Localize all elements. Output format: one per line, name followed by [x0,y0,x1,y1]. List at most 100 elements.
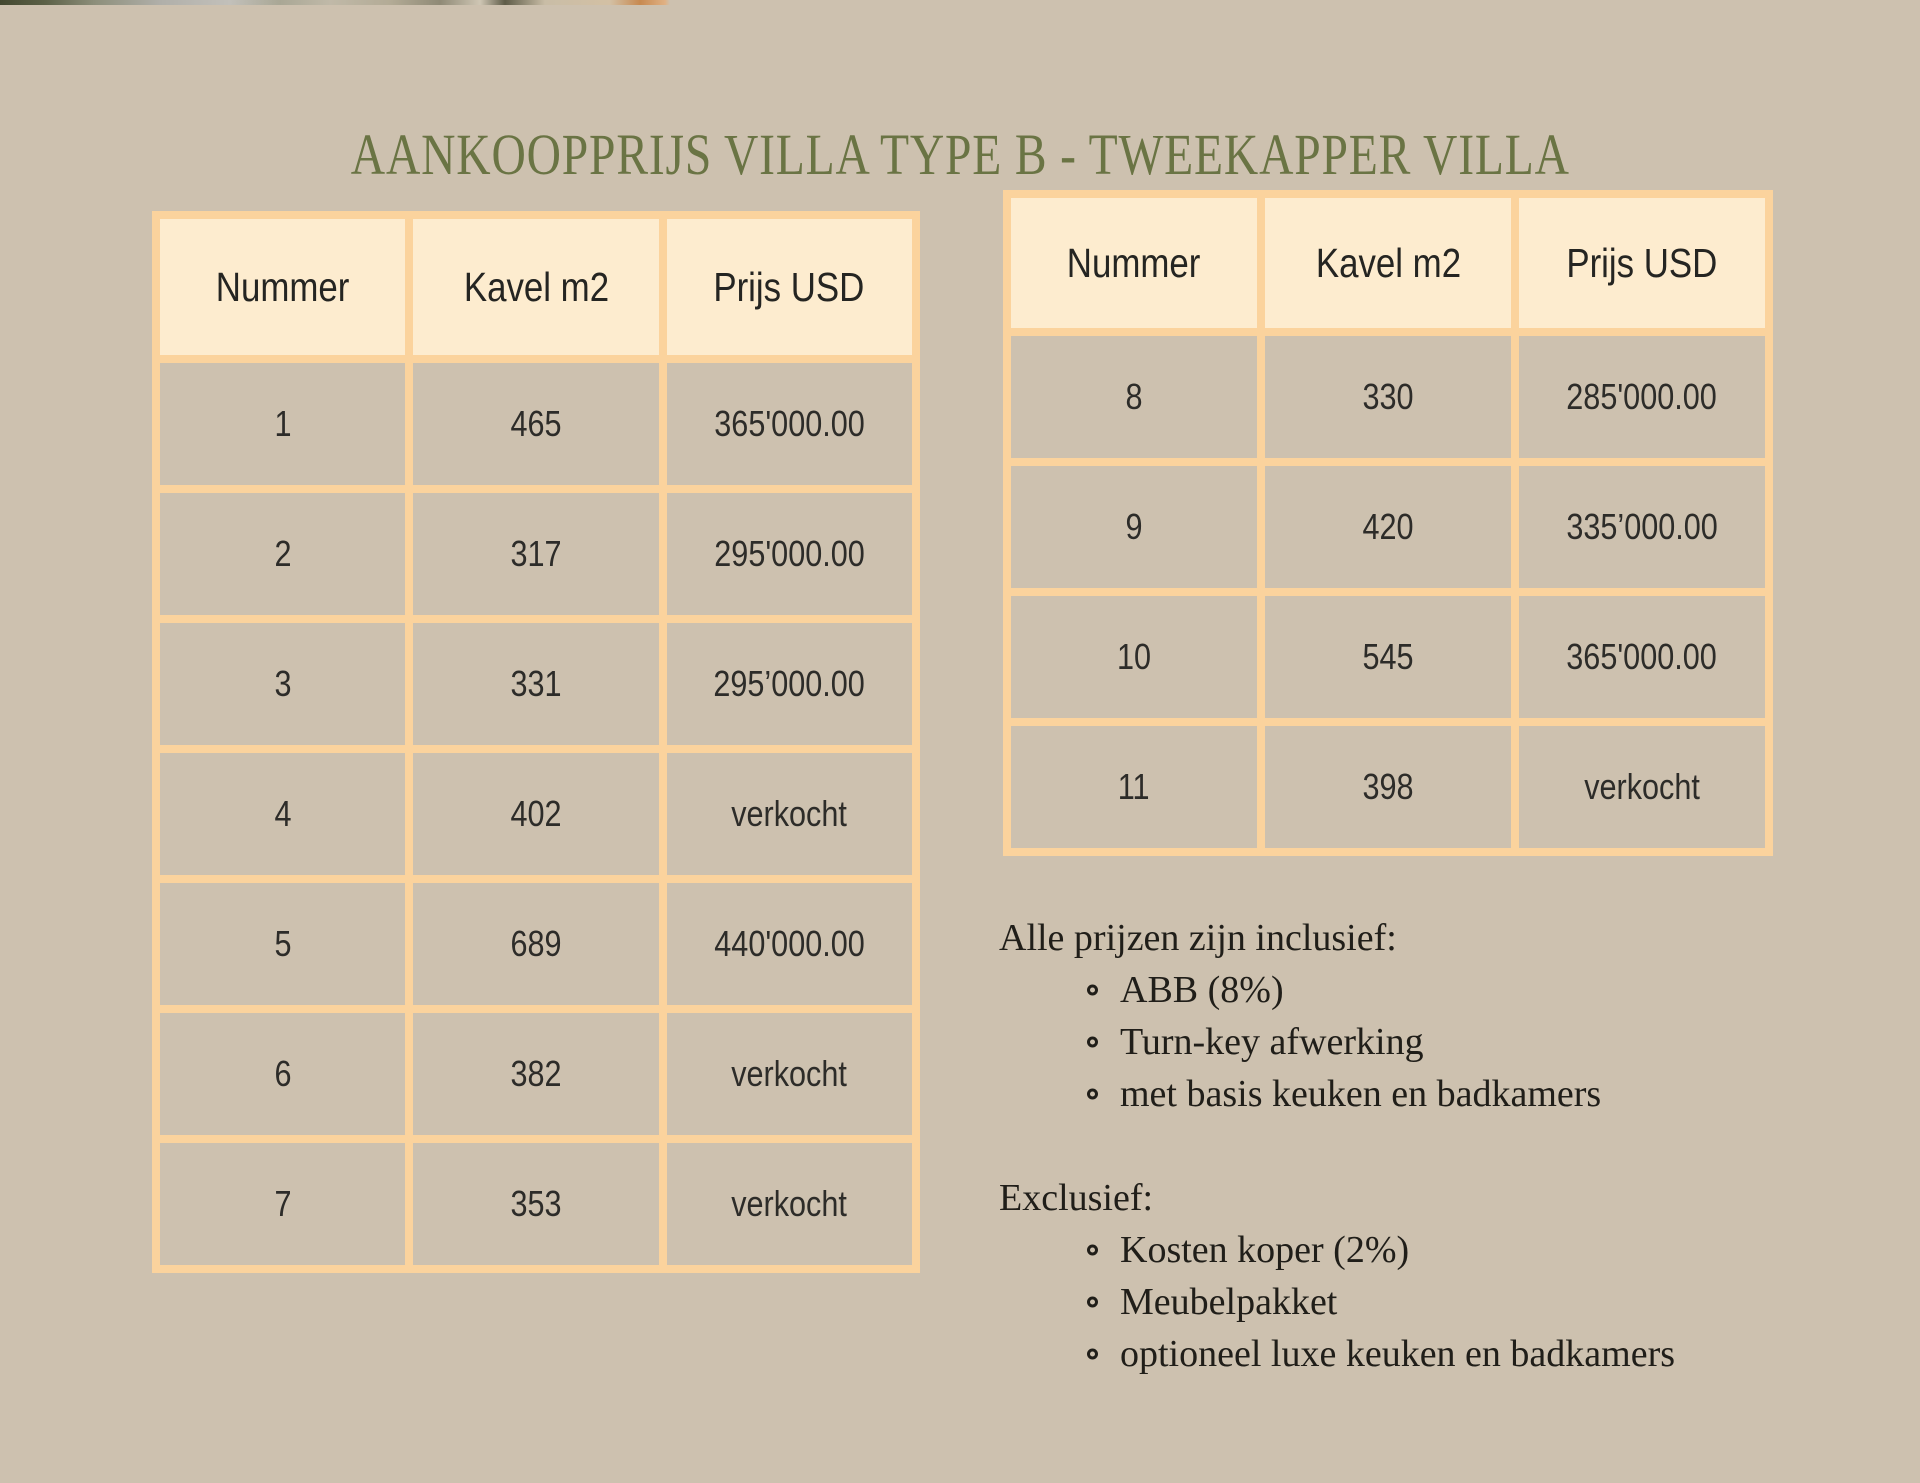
list-item-text: ABB (8%) [1120,969,1284,1011]
cell-kavel: 545 [1257,588,1519,726]
cell-prijs: verkocht [658,1135,921,1273]
list-item: Meubelpakket [999,1276,1829,1328]
list-item-text: Meubelpakket [1120,1281,1338,1323]
cell-prijs: verkocht [658,745,921,883]
header-cell-prijs: Prijs USD [658,211,921,363]
cell-text: 382 [510,1053,562,1094]
cell-nummer: 7 [151,1135,414,1273]
list-item-text: Kosten koper (2%) [1120,1229,1410,1271]
header-text: Kavel m2 [1315,239,1461,286]
table-row: 4 402 verkocht [151,745,921,883]
cell-prijs: 295'000.00 [658,485,921,623]
cell-text: 5 [274,923,292,964]
bullet-circle-icon [1087,1348,1098,1360]
cell-nummer: 6 [151,1005,414,1143]
cell-text: 7 [274,1183,292,1224]
header-text: Prijs USD [713,263,865,310]
cell-prijs: 365'000.00 [1511,588,1773,726]
header-text: Prijs USD [1566,239,1718,286]
cell-text: 465 [510,403,562,444]
cell-prijs: verkocht [658,1005,921,1143]
cell-kavel: 330 [1257,328,1519,466]
bullet-circle-icon [1087,1296,1098,1308]
cell-prijs: 295’000.00 [658,615,921,753]
list-item: optioneel luxe keuken en badkamers [999,1328,1829,1380]
cell-prijs: 335’000.00 [1511,458,1773,596]
cell-text: 1 [274,403,292,444]
cell-text: 545 [1362,636,1414,677]
included-list: ABB (8%) Turn-key afwerking met basis ke… [999,964,1829,1120]
table-row: 3 331 295’000.00 [151,615,921,753]
header-cell-kavel: Kavel m2 [1257,190,1519,336]
cell-nummer: 10 [1003,588,1265,726]
cell-text: 689 [510,923,562,964]
cell-text: 6 [274,1053,292,1094]
cell-prijs: 440'000.00 [658,875,921,1013]
header-text: Nummer [1067,239,1201,286]
excluded-block: Exclusief: Kosten koper (2%) Meubelpakke… [999,1172,1829,1380]
cell-text: 365'000.00 [714,403,865,444]
header-row: Nummer Kavel m2 Prijs USD [151,211,921,363]
table-row: 1 465 365'000.00 [151,355,921,493]
cell-text: 353 [510,1183,562,1224]
cell-prijs: verkocht [1511,718,1773,856]
cell-text: 420 [1362,506,1414,547]
included-block: Alle prijzen zijn inclusief: ABB (8%) Tu… [999,912,1829,1120]
photo-edge-strip [0,0,670,5]
cell-text: verkocht [1584,766,1700,807]
cell-text: 9 [1125,506,1143,547]
cell-kavel: 398 [1257,718,1519,856]
cell-kavel: 420 [1257,458,1519,596]
cell-nummer: 2 [151,485,414,623]
bullet-circle-icon [1087,984,1098,996]
page-title: AANKOOPPRIJS VILLA TYPE B - TWEEKAPPER V… [0,124,1920,185]
notes-section: Alle prijzen zijn inclusief: ABB (8%) Tu… [999,912,1829,1380]
cell-text: 335’000.00 [1566,506,1718,547]
table-row: 7 353 verkocht [151,1135,921,1273]
cell-text: 295'000.00 [714,533,865,574]
table-row: 2 317 295'000.00 [151,485,921,623]
header-row: Nummer Kavel m2 Prijs USD [1003,190,1773,336]
cell-nummer: 1 [151,355,414,493]
list-item: Kosten koper (2%) [999,1224,1829,1276]
table-row: 5 689 440'000.00 [151,875,921,1013]
cell-text: 10 [1116,636,1152,677]
list-item-text: met basis keuken en badkamers [1120,1073,1602,1115]
cell-text: verkocht [731,793,848,834]
list-item: ABB (8%) [999,964,1829,1016]
excluded-list: Kosten koper (2%) Meubelpakket optioneel… [999,1224,1829,1380]
cell-kavel: 331 [405,615,667,753]
cell-text: 330 [1362,376,1414,417]
cell-prijs: 285'000.00 [1511,328,1773,466]
cell-text: 8 [1125,376,1143,417]
header-cell-prijs: Prijs USD [1511,190,1773,336]
header-cell-nummer: Nummer [151,211,414,363]
cell-nummer: 4 [151,745,414,883]
cell-nummer: 3 [151,615,414,753]
table-row: 8 330 285'000.00 [1003,328,1773,466]
header-text: Kavel m2 [463,263,609,310]
bullet-circle-icon [1087,1036,1098,1048]
cell-nummer: 8 [1003,328,1265,466]
excluded-heading: Exclusief: [999,1177,1154,1219]
cell-kavel: 465 [405,355,667,493]
header-cell-nummer: Nummer [1003,190,1265,336]
cell-nummer: 5 [151,875,414,1013]
cell-text: 365'000.00 [1566,636,1718,677]
cell-text: 3 [274,663,292,704]
header-text: Nummer [215,263,350,310]
header-cell-kavel: Kavel m2 [405,211,667,363]
cell-text: 11 [1118,766,1150,807]
table-row: 9 420 335’000.00 [1003,458,1773,596]
bullet-circle-icon [1087,1244,1098,1256]
table-row: 6 382 verkocht [151,1005,921,1143]
cell-text: 398 [1362,766,1414,807]
cell-text: 331 [510,663,562,704]
left-price-table: Nummer Kavel m2 Prijs USD 1 465 365'000.… [151,211,921,1273]
cell-kavel: 317 [405,485,667,623]
list-item: met basis keuken en badkamers [999,1068,1829,1120]
included-heading: Alle prijzen zijn inclusief: [999,917,1397,959]
cell-text: 295’000.00 [713,663,866,704]
list-item-text: Turn-key afwerking [1120,1021,1424,1063]
cell-nummer: 9 [1003,458,1265,596]
